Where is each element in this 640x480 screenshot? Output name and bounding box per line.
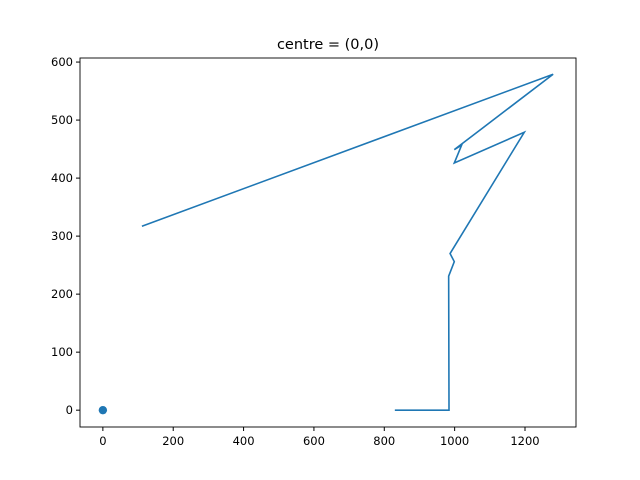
- x-tick-label: 0: [99, 434, 106, 448]
- y-tick-label: 0: [66, 403, 73, 417]
- y-tick-label: 300: [51, 229, 73, 243]
- data-point-0: [98, 405, 108, 415]
- x-tick-label: 1200: [510, 434, 539, 448]
- x-tick-label: 200: [162, 434, 184, 448]
- chart-title: centre = (0,0): [277, 37, 379, 53]
- series-line-0: [141, 73, 554, 411]
- x-tick-label: 600: [303, 434, 325, 448]
- x-tick-label: 800: [373, 434, 395, 448]
- y-tick-label: 600: [51, 55, 73, 69]
- y-tick-label: 100: [51, 345, 73, 359]
- x-tick-label: 1000: [440, 434, 469, 448]
- x-tick-label: 400: [233, 434, 255, 448]
- y-tick-label: 200: [51, 287, 73, 301]
- axes-frame: [79, 57, 577, 428]
- y-tick-label: 500: [51, 113, 73, 127]
- y-tick-label: 400: [51, 171, 73, 185]
